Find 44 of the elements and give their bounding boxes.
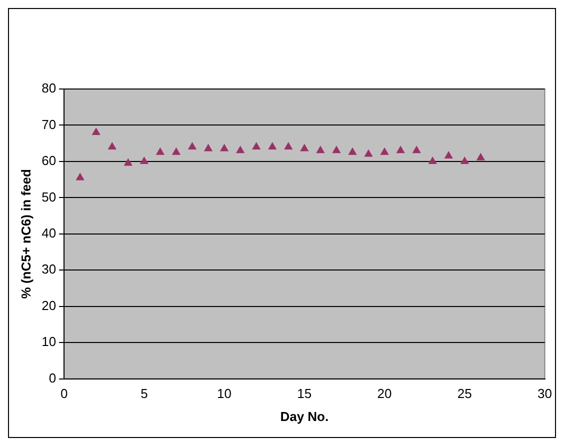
y-tick-label: 40 [42,225,56,240]
point [348,147,357,155]
y-axis-title: % (nC5+ nC6) in feed [18,169,34,299]
point [156,147,165,155]
point [220,144,229,152]
point [284,142,293,150]
y-tick-label: 60 [42,153,56,168]
x-tick-label: 10 [217,386,232,402]
x-tick-label: 5 [140,386,148,402]
x-tick-label: 15 [297,386,312,402]
x-axis-title: Day No. [280,408,329,424]
point [396,146,405,154]
y-tick-label: 0 [48,370,56,386]
point [236,146,245,154]
point [428,156,437,164]
point [204,144,213,152]
x-tick-label: 20 [377,386,392,402]
point [124,158,132,166]
point [444,151,453,159]
point [476,152,486,160]
point [108,142,116,150]
point [76,172,84,180]
x-tick-label: 30 [538,386,552,402]
point [188,142,197,150]
y-tick-label: 80 [42,80,56,96]
point [300,144,309,152]
point [316,146,325,154]
y-tick-label: 70 [42,116,56,132]
y-tick-label: 50 [42,189,56,204]
y-tick-label: 20 [42,298,56,313]
point [412,146,421,154]
point [172,147,181,155]
point [460,156,469,164]
x-tick-label: 25 [457,386,472,402]
y-tick-label: 10 [42,334,56,350]
point [380,147,389,155]
point [364,149,373,157]
point [332,146,341,154]
y-tick-label: 30 [42,262,56,277]
point [268,142,277,150]
point [252,142,261,150]
x-tick-label: 0 [60,386,68,402]
point [140,156,149,164]
point [92,127,100,135]
